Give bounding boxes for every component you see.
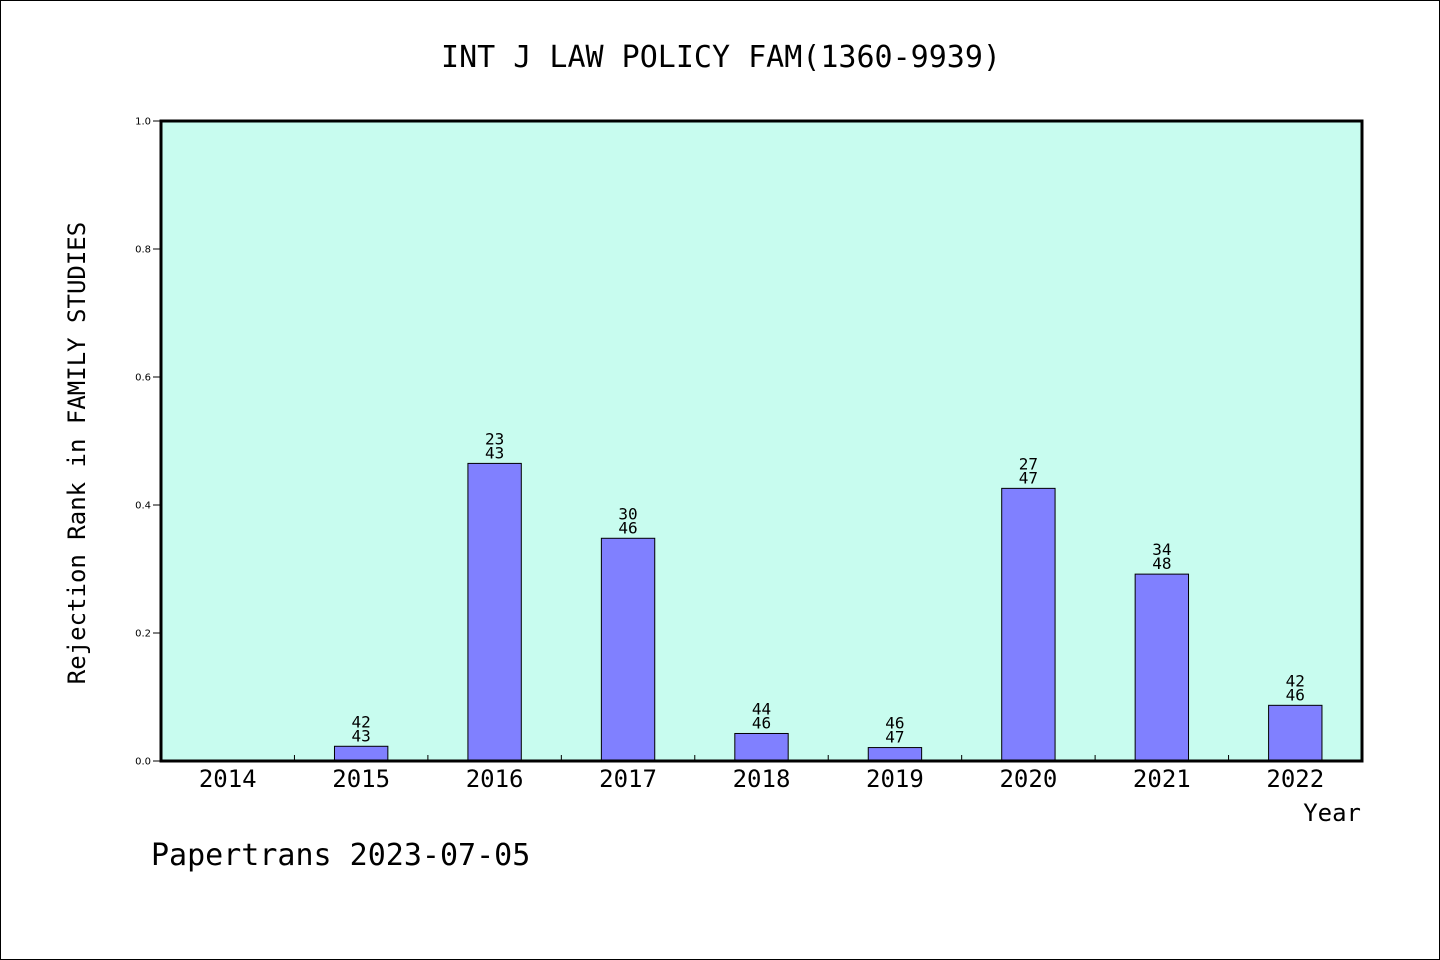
data-label-rank: 44 [752,699,771,718]
y-ticks: 0.0 0.2 0.4 0.6 0.8 1.0 [135,117,161,768]
data-label-rank: 42 [1286,671,1305,690]
x-tick-label: 2017 [599,765,657,793]
chart-title: INT J LAW POLICY FAM(1360-9939) [441,40,1001,75]
data-label-rank: 46 [885,714,904,733]
data-label-rank: 42 [352,712,371,731]
bar-2015 [333,745,389,762]
data-label-rank: 34 [1152,540,1171,559]
bar-2021 [1134,573,1190,762]
y-tick-label: 1.0 [135,117,151,128]
bars [333,462,1323,762]
y-axis-label: Rejection Rank in FAMILY STUDIES [63,222,91,684]
x-tick-label: 2015 [332,765,390,793]
x-tick-label: 2019 [866,765,924,793]
y-tick-label: 0.2 [135,629,151,640]
bar-2019 [867,747,923,762]
data-label-total: 48 [1152,554,1171,573]
bar-2017 [600,537,656,762]
x-tick-label: 2016 [466,765,524,793]
y-tick-label: 0.0 [135,757,151,768]
data-label-rank: 30 [618,504,637,523]
y-tick-label: 0.4 [135,501,151,512]
x-ticks: 2014 2015 2016 2017 2018 2019 2020 2021 2022 [199,755,1324,793]
x-tick-label: 2021 [1133,765,1191,793]
data-label-rank: 23 [485,429,504,448]
y-tick-label: 0.8 [135,245,151,256]
data-label-rank: 27 [1019,454,1038,473]
data-label-total: 46 [752,713,771,732]
data-label-total: 47 [1019,468,1038,487]
bar-2016 [467,462,522,762]
bar-2020 [1001,487,1056,762]
data-label-total: 43 [352,726,371,745]
x-tick-label: 2014 [199,765,257,793]
data-label-total: 47 [885,728,904,747]
data-label-total: 43 [485,443,504,462]
x-tick-label: 2022 [1266,765,1324,793]
plot-frame [159,119,1364,763]
x-axis-label: Year [1303,799,1361,827]
footer-text: Papertrans 2023-07-05 [151,838,530,873]
bar-2022 [1268,704,1323,762]
bar-2018 [734,732,789,762]
data-label-total: 46 [1286,685,1305,704]
data-label-total: 46 [618,518,637,537]
x-tick-label: 2018 [733,765,791,793]
x-tick-label: 2020 [999,765,1057,793]
y-tick-label: 0.6 [135,373,151,384]
